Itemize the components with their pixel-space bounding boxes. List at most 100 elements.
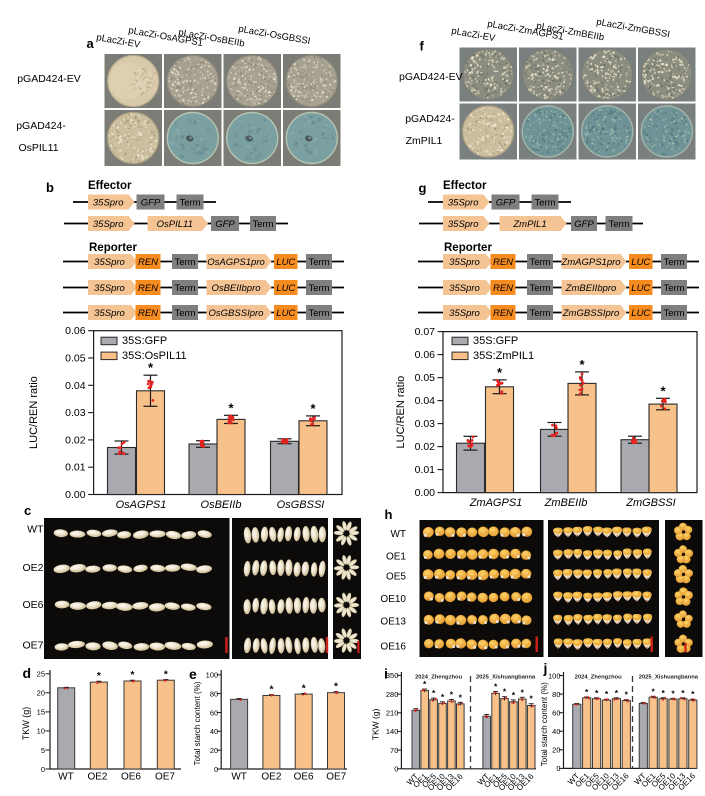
svg-text:25: 25 (37, 670, 45, 679)
svg-text:ZmBEIIbpro: ZmBEIIbpro (565, 283, 617, 294)
svg-text:TKW (g): TKW (g) (371, 708, 381, 740)
svg-text:0.04: 0.04 (415, 395, 436, 407)
svg-text:OE7: OE7 (22, 640, 43, 652)
svg-text:0: 0 (41, 765, 45, 774)
svg-text:*: * (131, 670, 135, 681)
svg-text:GFP: GFP (141, 197, 161, 208)
svg-text:ZmBEIIb: ZmBEIIb (544, 497, 588, 509)
svg-text:OE6: OE6 (121, 772, 141, 783)
svg-text:OE16: OE16 (380, 642, 406, 653)
svg-text:0.00: 0.00 (65, 489, 86, 501)
svg-text:Term: Term (529, 283, 550, 294)
svg-text:j: j (543, 660, 548, 676)
svg-text:35Spro: 35Spro (449, 257, 480, 268)
svg-text:REN: REN (138, 257, 158, 268)
svg-text:2024_Zhengzhou: 2024_Zhengzhou (415, 675, 462, 681)
svg-text:*: * (512, 690, 516, 700)
svg-text:35Spro: 35Spro (449, 308, 480, 319)
svg-text:0.02: 0.02 (65, 434, 86, 446)
svg-text:Term: Term (529, 308, 550, 319)
svg-text:0.03: 0.03 (65, 407, 86, 419)
svg-text:REN: REN (138, 308, 158, 319)
svg-text:*: * (671, 688, 675, 698)
svg-text:0.02: 0.02 (415, 441, 436, 453)
svg-text:OsPIL11: OsPIL11 (18, 142, 58, 154)
svg-text:OE2: OE2 (22, 562, 43, 574)
svg-text:60: 60 (552, 709, 560, 718)
svg-text:60: 60 (210, 708, 218, 717)
svg-text:OsGBSSIpro: OsGBSSIpro (209, 308, 264, 319)
svg-text:Total starch content (%): Total starch content (%) (540, 682, 549, 766)
svg-text:0.00: 0.00 (415, 487, 436, 499)
svg-text:0.06: 0.06 (65, 325, 86, 337)
svg-text:*: * (334, 682, 338, 693)
svg-text:Term: Term (308, 283, 329, 294)
svg-text:*: * (97, 671, 101, 682)
svg-text:LUC: LUC (276, 308, 295, 319)
svg-text:10: 10 (37, 727, 45, 736)
svg-text:*: * (605, 689, 609, 699)
svg-text:80: 80 (210, 689, 218, 698)
svg-text:LUC/REN ratio: LUC/REN ratio (395, 376, 407, 449)
svg-text:2024_Zhengzhou: 2024_Zhengzhou (575, 675, 622, 681)
svg-text:35Spro: 35Spro (93, 197, 124, 208)
svg-text:Term: Term (308, 308, 329, 319)
svg-text:pGAD424-: pGAD424- (16, 120, 66, 132)
svg-text:35Spro: 35Spro (94, 308, 125, 319)
svg-text:*: * (595, 688, 599, 698)
svg-text:Term: Term (252, 219, 273, 230)
svg-text:ZmAGPS1pro: ZmAGPS1pro (560, 257, 620, 268)
svg-text:c: c (24, 503, 31, 518)
svg-text:140: 140 (386, 727, 399, 736)
svg-text:Term: Term (663, 283, 684, 294)
svg-text:Term: Term (179, 197, 200, 208)
svg-text:WT: WT (231, 772, 247, 783)
svg-text:Term: Term (308, 257, 329, 268)
svg-text:35Spro: 35Spro (448, 219, 479, 230)
svg-text:OE1: OE1 (386, 552, 406, 563)
svg-text:35Spro: 35Spro (449, 283, 480, 294)
svg-text:OsBEIIbpro: OsBEIIbpro (211, 283, 260, 294)
svg-text:h: h (385, 507, 393, 522)
svg-text:*: * (585, 687, 589, 697)
svg-text:40: 40 (552, 727, 560, 736)
svg-text:0.05: 0.05 (415, 372, 436, 384)
svg-text:*: * (661, 688, 665, 698)
svg-text:pGAD424-: pGAD424- (405, 113, 455, 125)
svg-text:a: a (87, 36, 95, 51)
svg-text:LUC/REN ratio: LUC/REN ratio (28, 376, 40, 449)
svg-text:40: 40 (210, 727, 218, 736)
svg-text:0.03: 0.03 (415, 418, 436, 430)
svg-text:*: * (625, 690, 629, 700)
svg-text:2025_Xishuangbanna: 2025_Xishuangbanna (639, 675, 699, 681)
svg-text:*: * (432, 688, 436, 698)
svg-text:280: 280 (386, 690, 399, 699)
svg-text:0: 0 (214, 765, 218, 774)
svg-text:OE2: OE2 (261, 772, 281, 783)
svg-text:Term: Term (534, 197, 555, 208)
svg-text:b: b (46, 180, 54, 195)
svg-text:OE6: OE6 (22, 599, 43, 611)
svg-text:*: * (652, 686, 656, 696)
svg-text:GFP: GFP (496, 197, 516, 208)
svg-text:35Spro: 35Spro (448, 197, 479, 208)
svg-text:ZmAGPS1: ZmAGPS1 (469, 497, 523, 509)
svg-text:0.01: 0.01 (65, 462, 86, 474)
svg-text:Term: Term (529, 257, 550, 268)
svg-text:*: * (423, 679, 427, 689)
svg-text:WT: WT (58, 772, 74, 783)
svg-text:Effector: Effector (88, 180, 132, 192)
svg-text:5: 5 (41, 746, 45, 755)
svg-text:100: 100 (548, 671, 561, 680)
svg-text:i: i (384, 666, 388, 682)
svg-text:35Spro: 35Spro (93, 219, 124, 230)
svg-text:*: * (497, 365, 503, 380)
svg-text:Term: Term (174, 283, 195, 294)
svg-text:15: 15 (37, 708, 45, 717)
svg-text:*: * (681, 688, 685, 698)
svg-text:35S:GFP: 35S:GFP (122, 335, 167, 347)
svg-text:OE7: OE7 (155, 772, 175, 783)
svg-text:20: 20 (552, 746, 560, 755)
svg-text:OE13: OE13 (380, 617, 406, 628)
svg-text:*: * (228, 400, 234, 415)
